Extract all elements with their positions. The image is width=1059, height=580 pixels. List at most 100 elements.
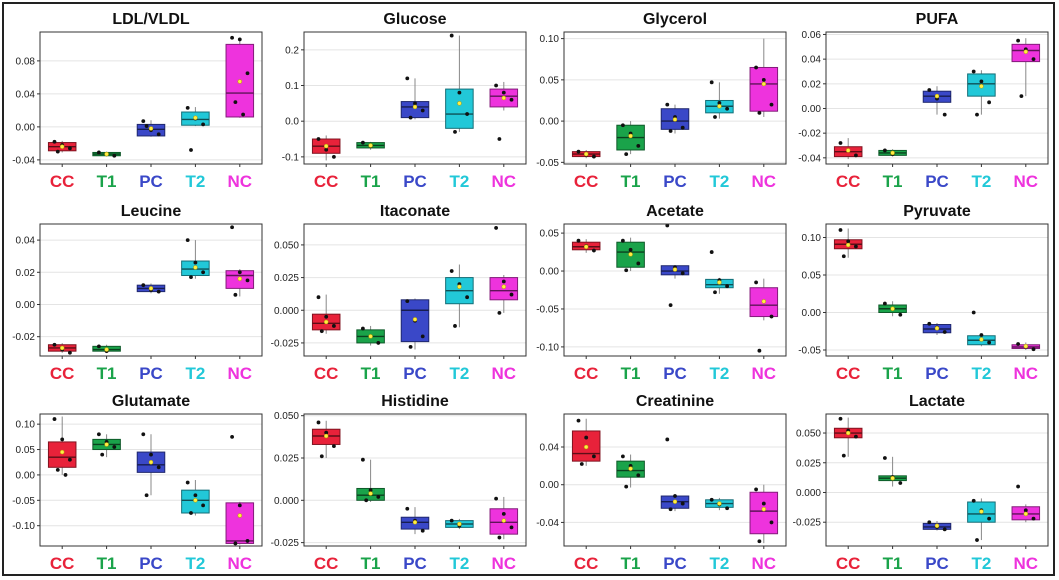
mean-marker [457,521,462,527]
data-point [319,329,324,334]
plot-border [39,223,263,357]
data-point [636,143,641,148]
data-point [52,417,57,421]
data-point [237,270,242,275]
data-point [453,324,457,328]
box-t1 [356,457,385,503]
chart-panel-creatinine: Creatinine -0.04 0.00 0.04 CC T1 PC T2 NC [528,386,790,577]
data-point [717,101,722,105]
data-point [709,497,714,502]
data-point [761,77,766,82]
mean-marker [628,252,633,257]
data-point [592,154,596,159]
x-tick-label-t2: T2 [185,554,205,573]
mean-marker [501,95,507,101]
mean-marker [193,265,198,270]
box-cc [311,135,341,161]
data-point [665,437,670,442]
y-tick-label: 0.05 [540,75,560,86]
box-nc [489,81,519,141]
data-point [324,430,329,435]
y-tick-label: 0.025 [796,458,821,469]
data-point [838,141,843,145]
x-tick-label-nc: NC [1014,364,1039,383]
x-tick-label-t2: T2 [709,364,729,383]
data-point [971,69,976,74]
data-point [55,467,60,472]
y-tick-label: 0.025 [274,273,299,284]
data-point [63,473,68,477]
plot-area [564,414,786,546]
box-t1 [92,344,121,354]
mean-marker [717,104,722,109]
y-tick-label: 0.00 [540,117,560,128]
data-point [144,493,149,498]
box-pc [400,298,430,350]
data-point [1031,516,1036,521]
data-point [628,247,633,252]
mean-marker [323,143,329,149]
box-cc [571,418,601,466]
chart-panel-itaconate: Itaconate -0.025 0.000 0.025 0.050 CC T1 PC T2 NC [268,196,530,387]
data-point [971,498,976,503]
data-point [620,238,625,243]
x-tick-label-pc: PC [139,554,163,573]
data-point [757,348,762,353]
mean-marker [934,523,940,529]
mean-marker [59,144,65,149]
mean-marker [761,81,767,87]
mean-marker [412,520,418,525]
plot-border [563,31,787,165]
data-point [841,453,846,458]
y-tick-label: -0.1 [282,152,300,163]
box-t2 [967,310,996,347]
data-point [838,416,843,421]
x-tick-label-nc: NC [228,554,253,573]
y-tick-label: 0.05 [16,445,36,456]
box-pc [136,283,166,294]
box-nc [749,278,779,353]
data-point [449,33,454,38]
data-point [68,457,72,462]
data-point [193,493,198,498]
data-point [156,465,161,470]
mean-marker [501,284,507,289]
mean-marker [1023,344,1029,349]
data-point [754,487,758,492]
data-point [112,153,117,158]
data-point [709,80,714,85]
y-tick-label: -0.05 [798,346,821,357]
x-tick-label-pc: PC [403,554,427,573]
box-body [445,88,474,129]
data-point [592,454,596,459]
data-point [332,444,336,449]
data-point [408,115,413,120]
data-point [576,418,581,423]
x-tick-label-pc: PC [403,364,427,383]
box-nc [749,38,779,117]
data-point [156,132,161,137]
box-nc [489,496,519,540]
box-pc [136,119,166,137]
data-point [636,261,641,266]
box-nc [225,225,255,297]
y-tick-label: 0.000 [796,488,821,499]
chart-svg-ldl-vldl: LDL/VLDL -0.04 0.00 0.04 0.08 CC T1 PC T2 NC [12,11,263,191]
y-tick-label: 0.08 [16,56,36,67]
box-t2 [445,264,474,328]
data-point [332,324,336,328]
x-tick-label-t2: T2 [971,364,991,383]
y-tick-label: 0.00 [540,267,560,278]
x-tick-label-cc: CC [574,172,599,191]
x-tick-label-nc: NC [492,172,517,191]
mean-marker [979,84,984,89]
mean-marker [193,498,198,503]
box-cc [833,416,863,458]
x-tick-label-t2: T2 [709,172,729,191]
chart-title: Glucose [383,11,446,28]
x-tick-label-pc: PC [403,172,427,191]
chart-title: Acetate [646,203,704,220]
data-point [854,153,858,158]
data-point [979,333,984,337]
plot-border [825,223,1049,357]
